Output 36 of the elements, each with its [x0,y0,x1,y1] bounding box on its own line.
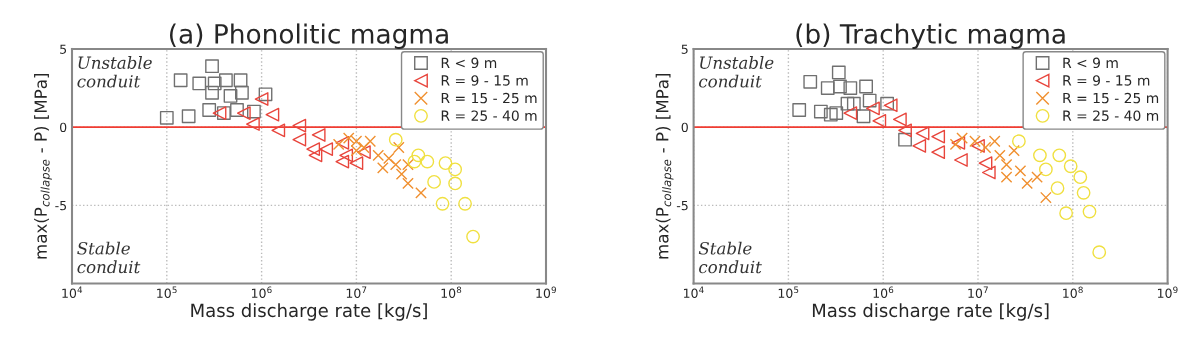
legend-label: R = 9 - 15 m [441,75,528,86]
y-tick-label: 0 [60,122,67,133]
x-tick-label: 10$^{8}$ [441,286,462,298]
chart-title: (b) Trachytic magma [796,23,1065,49]
legend-label: R < 9 m [441,57,497,69]
annotation: Unstable conduit [77,56,152,88]
x-tick-label: 10$^{8}$ [1063,286,1083,298]
x-tick-label: 10$^{7}$ [346,286,367,298]
x-tick-label: 10$^{9}$ [1157,286,1178,298]
legend-label: R = 15 - 25 m [1063,92,1159,104]
chart-title: (a) Phonolitic magma [170,23,448,49]
annotation: Stable conduit [698,241,762,274]
annotation: Unstable conduit [699,56,774,88]
y-tick-label: 0 [681,122,688,133]
y-tick-label: -5 [676,200,688,211]
legend-label: R < 9 m [1063,57,1118,69]
x-tick-label: 10$^{5}$ [157,286,177,298]
annotation: Stable conduit [77,241,141,274]
x-tick-label: 10$^{5}$ [778,286,799,298]
y-tick-label: 5 [681,44,688,54]
legend-label: R = 25 - 40 m [441,110,537,121]
y-tick-label: -5 [55,200,67,211]
x-tick-label: 10$^{6}$ [251,286,272,298]
x-tick-label: 10$^{9}$ [536,286,556,298]
legend-label: R = 15 - 25 m [441,92,537,104]
y-tick-label: 5 [60,44,67,54]
legend-label: R = 25 - 40 m [1063,110,1159,121]
x-tick-label: 10$^{6}$ [873,286,894,298]
x-tick-label: 10$^{7}$ [968,286,988,298]
y-axis-title: max(P$_{collapse}$ - P) [MPa] [655,74,674,259]
x-axis-title: Mass discharge rate [kg/s] [191,303,427,321]
x-tick-label: 10$^{4}$ [62,286,83,298]
x-axis-title: Mass discharge rate [kg/s] [812,303,1049,321]
legend-label: R = 9 - 15 m [1063,75,1150,86]
x-tick-label: 10$^{4}$ [683,286,704,298]
y-axis-title: max(P$_{collapse}$ - P) [MPa] [34,74,52,259]
